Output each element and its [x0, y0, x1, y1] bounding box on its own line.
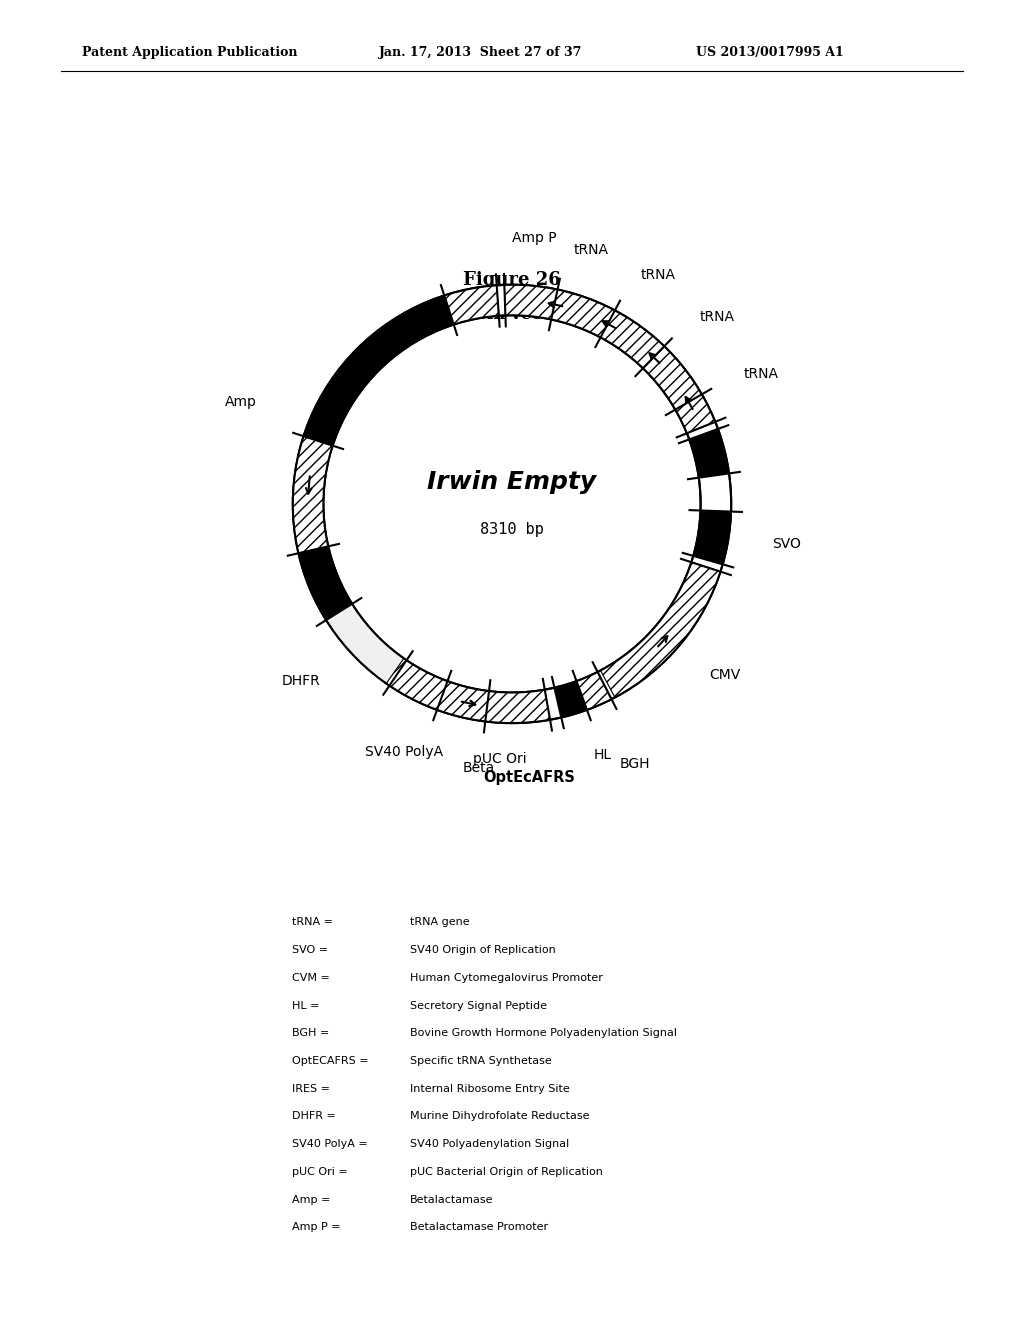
Wedge shape: [386, 659, 550, 723]
Wedge shape: [293, 285, 731, 723]
Text: SV40 PolyA: SV40 PolyA: [365, 744, 443, 759]
Wedge shape: [293, 296, 454, 708]
Text: HL =: HL =: [292, 1001, 319, 1011]
Text: OptECAFRS =: OptECAFRS =: [292, 1056, 369, 1067]
Text: tRNA gene: tRNA gene: [410, 917, 469, 928]
Text: tRNA: tRNA: [743, 367, 779, 381]
Wedge shape: [444, 285, 499, 325]
Text: Specific tRNA Synthetase: Specific tRNA Synthetase: [410, 1056, 551, 1067]
Text: Irwin Empty: Irwin Empty: [427, 470, 597, 494]
Wedge shape: [689, 429, 729, 478]
Wedge shape: [554, 681, 587, 718]
Text: CVM =: CVM =: [292, 973, 330, 983]
Text: pUC Bacterial Origin of Replication: pUC Bacterial Origin of Replication: [410, 1167, 602, 1177]
Wedge shape: [437, 681, 489, 722]
Text: Jan. 17, 2013  Sheet 27 of 37: Jan. 17, 2013 Sheet 27 of 37: [379, 46, 583, 59]
Wedge shape: [326, 603, 407, 685]
Text: Bovine Growth Hormone Polyadenylation Signal: Bovine Growth Hormone Polyadenylation Si…: [410, 1028, 677, 1039]
Text: Beta: Beta: [463, 762, 495, 775]
Text: Amp =: Amp =: [292, 1195, 330, 1205]
Text: 8310 bp: 8310 bp: [480, 521, 544, 537]
Text: CMV: CMV: [710, 668, 740, 682]
Text: SV40 PolyA =: SV40 PolyA =: [292, 1139, 368, 1150]
Text: Murine Dihydrofolate Reductase: Murine Dihydrofolate Reductase: [410, 1111, 589, 1122]
Text: Betalactamase Promoter: Betalactamase Promoter: [410, 1222, 548, 1233]
Text: tRNA: tRNA: [641, 268, 676, 282]
Wedge shape: [293, 436, 333, 553]
Text: Patent Application Publication: Patent Application Publication: [82, 46, 297, 59]
Text: tRNA =: tRNA =: [292, 917, 333, 928]
Text: tRNA: tRNA: [573, 243, 608, 257]
Text: pUC Ori: pUC Ori: [473, 751, 527, 766]
Text: Secretory Signal Peptide: Secretory Signal Peptide: [410, 1001, 547, 1011]
Wedge shape: [298, 543, 352, 620]
Text: BGH =: BGH =: [292, 1028, 329, 1039]
Text: Figure 26: Figure 26: [463, 271, 561, 289]
Text: IRES =: IRES =: [292, 1084, 330, 1094]
Text: Irwin vector: Irwin vector: [456, 306, 568, 323]
Text: US 2013/0017995 A1: US 2013/0017995 A1: [696, 46, 844, 59]
Text: tRNA: tRNA: [699, 310, 734, 325]
Wedge shape: [505, 285, 715, 433]
Text: Internal Ribosome Entry Site: Internal Ribosome Entry Site: [410, 1084, 569, 1094]
Text: HL: HL: [594, 748, 612, 763]
Text: BGH: BGH: [620, 758, 649, 771]
Text: Human Cytomegalovirus Promoter: Human Cytomegalovirus Promoter: [410, 973, 602, 983]
Text: DHFR =: DHFR =: [292, 1111, 336, 1122]
Text: Amp P =: Amp P =: [292, 1222, 340, 1233]
Wedge shape: [600, 562, 721, 697]
Text: SV40 Polyadenylation Signal: SV40 Polyadenylation Signal: [410, 1139, 569, 1150]
Wedge shape: [577, 672, 611, 710]
Text: DHFR: DHFR: [282, 675, 321, 689]
Text: Amp: Amp: [224, 395, 256, 409]
Text: Amp P: Amp P: [512, 231, 556, 244]
Text: pUC Ori =: pUC Ori =: [292, 1167, 347, 1177]
Text: SV40 Origin of Replication: SV40 Origin of Replication: [410, 945, 555, 956]
Text: SVO =: SVO =: [292, 945, 328, 956]
Text: OptEcAFRS: OptEcAFRS: [483, 771, 574, 785]
Text: Betalactamase: Betalactamase: [410, 1195, 494, 1205]
Text: SVO: SVO: [772, 537, 801, 550]
Wedge shape: [693, 511, 731, 565]
